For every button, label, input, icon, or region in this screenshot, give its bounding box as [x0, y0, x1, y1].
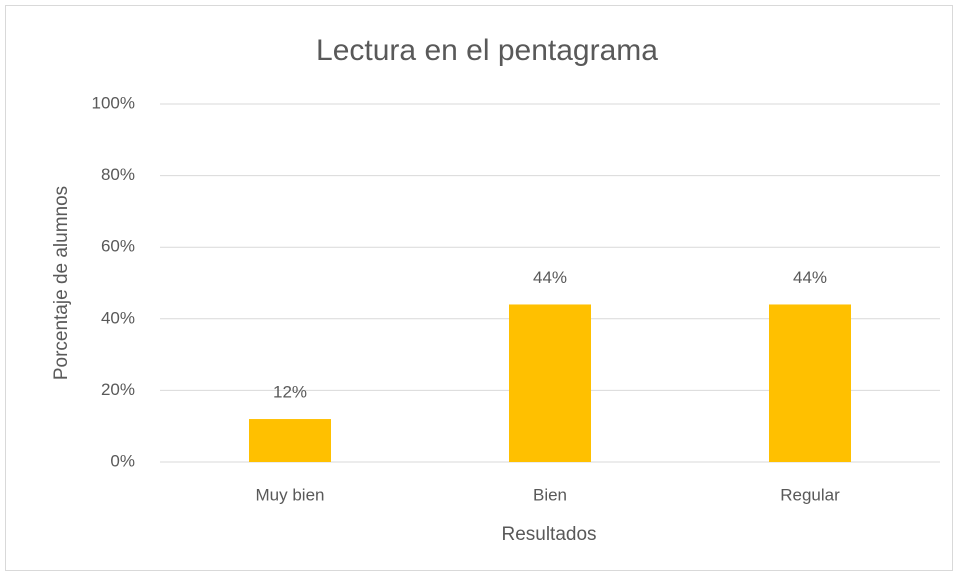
y-tick-label: 100%	[92, 93, 135, 112]
x-tick-label: Regular	[780, 485, 840, 504]
y-axis-title: Porcentaje de alumnos	[51, 186, 72, 380]
bar	[249, 419, 331, 462]
y-tick-label: 0%	[110, 451, 135, 470]
x-axis-title: Resultados	[501, 524, 596, 545]
bar	[509, 304, 591, 462]
bar	[769, 304, 851, 462]
chart-title: Lectura en el pentagrama	[316, 34, 658, 67]
data-label: 44%	[793, 268, 827, 287]
x-tick-label: Bien	[533, 485, 567, 504]
chart-border	[5, 5, 953, 571]
y-tick-label: 80%	[101, 165, 135, 184]
y-tick-label: 20%	[101, 380, 135, 399]
x-tick-label: Muy bien	[256, 485, 325, 504]
data-label: 44%	[533, 268, 567, 287]
y-tick-label: 60%	[101, 237, 135, 256]
data-label: 12%	[273, 383, 307, 402]
y-tick-label: 40%	[101, 308, 135, 327]
